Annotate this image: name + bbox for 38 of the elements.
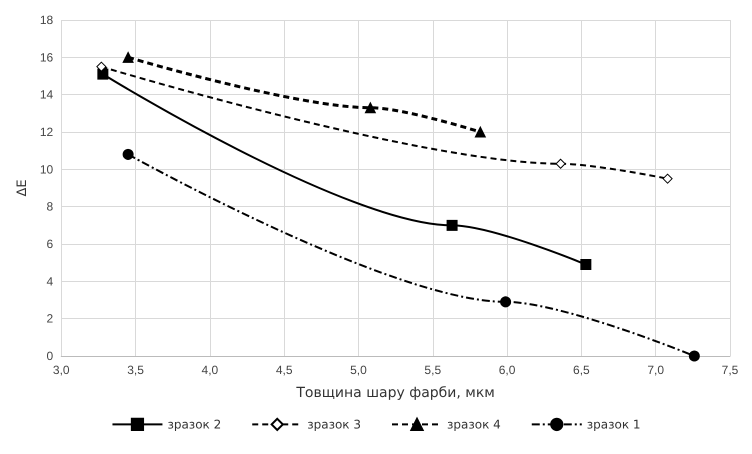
point: [364, 102, 376, 114]
point: [500, 296, 512, 308]
y-tick-label: 14: [40, 88, 54, 102]
x-tick-label: 5,5: [424, 363, 442, 377]
legend-label: зразок 3: [307, 417, 362, 432]
y-tick-label: 4: [46, 274, 54, 288]
x-tick-label: 3,0: [52, 363, 70, 377]
x-tick-label: 6,0: [498, 363, 516, 377]
x-axis-title: Товщина шару фарби, мкм: [295, 385, 495, 401]
x-tick-label: 4,5: [276, 363, 293, 377]
point: [662, 174, 673, 184]
y-tick-label: 18: [40, 13, 54, 27]
legend-label: зразок 1: [586, 417, 641, 432]
point: [580, 259, 592, 270]
point: [122, 52, 134, 63]
point: [122, 148, 134, 160]
x-tick-label: 7,5: [722, 363, 739, 377]
legend-label: зразок 2: [167, 417, 222, 432]
x-tick-label: 3,5: [127, 363, 144, 377]
x-tick-label: 7,0: [647, 363, 664, 377]
y-tick-label: 8: [46, 200, 54, 214]
point: [446, 220, 458, 231]
y-tick-label: 16: [40, 50, 54, 64]
x-tick-label: 4,0: [202, 363, 219, 377]
point: [96, 62, 106, 72]
y-tick-label: 10: [40, 162, 54, 176]
y-tick-label: 6: [46, 237, 54, 251]
legend-label: зразок 4: [447, 417, 501, 432]
point: [474, 126, 486, 138]
y-tick-label: 0: [46, 349, 54, 363]
x-tick-label: 5,0: [350, 363, 368, 377]
point: [556, 158, 566, 169]
y-tick-label: 12: [40, 125, 54, 139]
y-tick-label: 2: [46, 312, 54, 326]
point: [688, 350, 700, 362]
point: [97, 68, 108, 80]
y-axis-title: ΔE: [15, 179, 30, 197]
x-tick-label: 6,5: [573, 363, 590, 377]
